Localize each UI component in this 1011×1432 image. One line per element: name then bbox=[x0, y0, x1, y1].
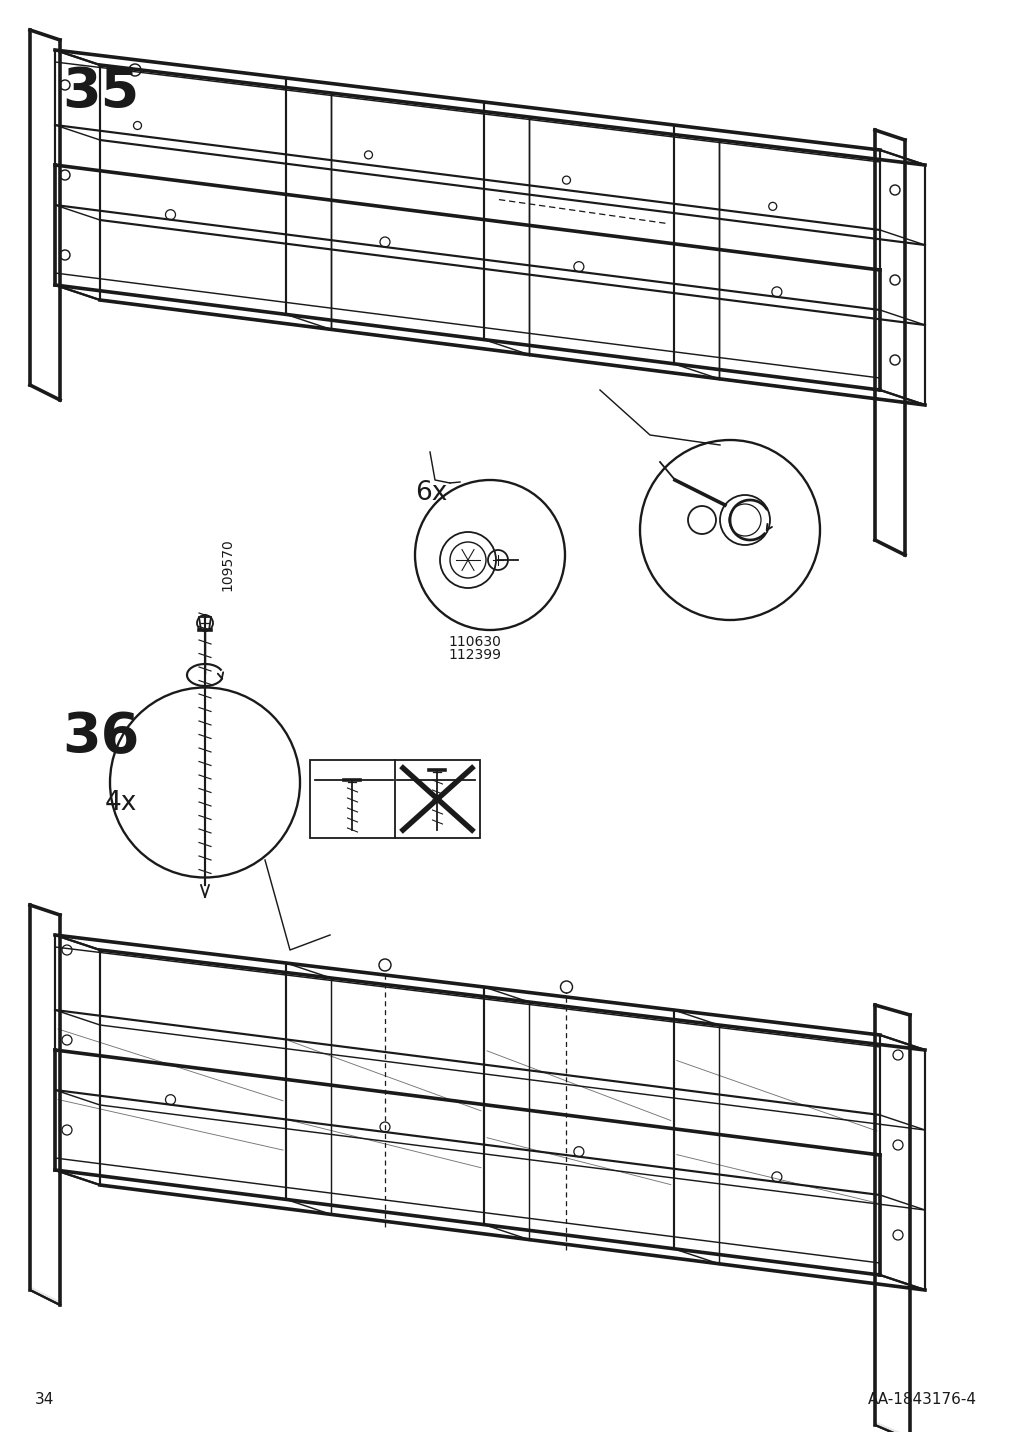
Bar bbox=[309, 760, 479, 838]
Polygon shape bbox=[875, 1422, 909, 1432]
Text: 112399: 112399 bbox=[448, 649, 501, 662]
Text: 34: 34 bbox=[35, 1392, 55, 1408]
Text: 6x: 6x bbox=[415, 480, 447, 505]
Text: 35: 35 bbox=[62, 64, 140, 119]
Polygon shape bbox=[30, 1287, 60, 1305]
Text: 4x: 4x bbox=[105, 790, 137, 816]
Text: AA-1843176-4: AA-1843176-4 bbox=[867, 1392, 976, 1408]
Text: 110630: 110630 bbox=[448, 634, 500, 649]
Text: 36: 36 bbox=[62, 710, 140, 765]
Text: 109570: 109570 bbox=[219, 538, 234, 591]
